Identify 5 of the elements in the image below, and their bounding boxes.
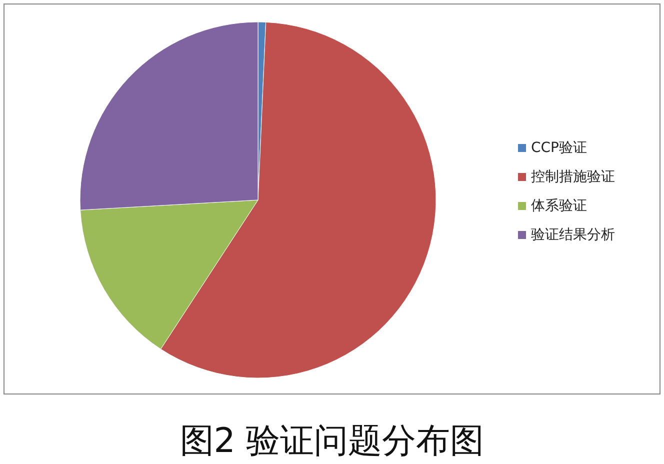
text: 图2 验证问题分布图 [180, 421, 484, 461]
legend-label: 体系验证 [531, 198, 587, 214]
legend-label: CCP验证 [531, 140, 587, 156]
legend-label: 验证结果分析 [531, 227, 615, 243]
legend-label: 控制措施验证 [531, 169, 615, 185]
